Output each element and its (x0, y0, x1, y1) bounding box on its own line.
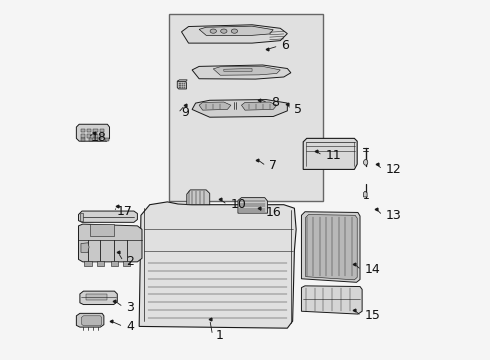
Bar (105, 138, 109, 141)
Polygon shape (306, 215, 357, 280)
Polygon shape (111, 261, 118, 266)
Ellipse shape (231, 29, 238, 33)
Bar (180, 83, 181, 84)
Bar (80, 213, 83, 221)
Bar (80, 129, 85, 132)
Polygon shape (192, 100, 287, 117)
Text: 5: 5 (294, 103, 302, 116)
Text: 17: 17 (117, 205, 132, 218)
Polygon shape (78, 224, 142, 262)
Bar (87, 129, 91, 132)
Text: 6: 6 (281, 40, 289, 53)
Bar (184, 85, 185, 86)
Bar (184, 83, 185, 84)
Ellipse shape (220, 29, 227, 33)
Polygon shape (301, 212, 360, 282)
Text: 10: 10 (230, 198, 246, 211)
Polygon shape (123, 261, 130, 266)
Text: 9: 9 (181, 107, 189, 120)
Polygon shape (224, 68, 252, 71)
Polygon shape (76, 124, 110, 141)
Bar (93, 129, 98, 132)
Text: 11: 11 (325, 149, 341, 162)
Bar (89, 138, 93, 141)
Bar (182, 87, 183, 88)
Bar (99, 134, 104, 138)
Ellipse shape (364, 159, 368, 165)
Polygon shape (97, 261, 104, 266)
Polygon shape (76, 313, 104, 327)
Polygon shape (187, 190, 210, 205)
Bar (93, 134, 98, 138)
Text: 3: 3 (126, 301, 134, 314)
Polygon shape (81, 316, 102, 326)
Bar (179, 87, 180, 88)
Bar (81, 138, 85, 141)
Polygon shape (90, 224, 115, 237)
Polygon shape (364, 191, 367, 197)
Text: 1: 1 (216, 329, 223, 342)
Text: 13: 13 (386, 209, 401, 222)
Bar (87, 134, 91, 138)
Polygon shape (199, 26, 273, 35)
Text: 8: 8 (271, 96, 279, 109)
Bar (180, 85, 181, 86)
Polygon shape (81, 243, 89, 252)
Bar (184, 87, 185, 88)
Text: 14: 14 (364, 264, 380, 276)
Polygon shape (242, 102, 277, 110)
Polygon shape (139, 202, 296, 328)
Text: 2: 2 (126, 255, 134, 267)
Bar (179, 83, 180, 84)
Text: 16: 16 (266, 206, 281, 219)
Ellipse shape (210, 29, 217, 33)
Polygon shape (199, 102, 231, 110)
Text: 4: 4 (126, 320, 134, 333)
Polygon shape (301, 286, 362, 314)
Text: 12: 12 (386, 163, 401, 176)
Polygon shape (177, 80, 187, 81)
Text: 7: 7 (269, 159, 277, 172)
Polygon shape (181, 25, 287, 43)
Polygon shape (84, 261, 92, 266)
Bar (80, 134, 85, 138)
Bar (180, 87, 181, 88)
Polygon shape (303, 138, 357, 170)
Bar (179, 85, 180, 86)
Bar (99, 129, 104, 132)
Text: 15: 15 (364, 309, 380, 322)
Bar (182, 85, 183, 86)
Bar (182, 83, 183, 84)
Polygon shape (213, 66, 280, 75)
Bar (86, 294, 107, 300)
Bar (97, 138, 101, 141)
Bar (169, 14, 322, 201)
Polygon shape (192, 65, 291, 79)
Polygon shape (177, 81, 186, 89)
Polygon shape (238, 198, 268, 213)
Polygon shape (78, 211, 137, 222)
Polygon shape (80, 291, 117, 305)
Text: 18: 18 (91, 131, 107, 144)
